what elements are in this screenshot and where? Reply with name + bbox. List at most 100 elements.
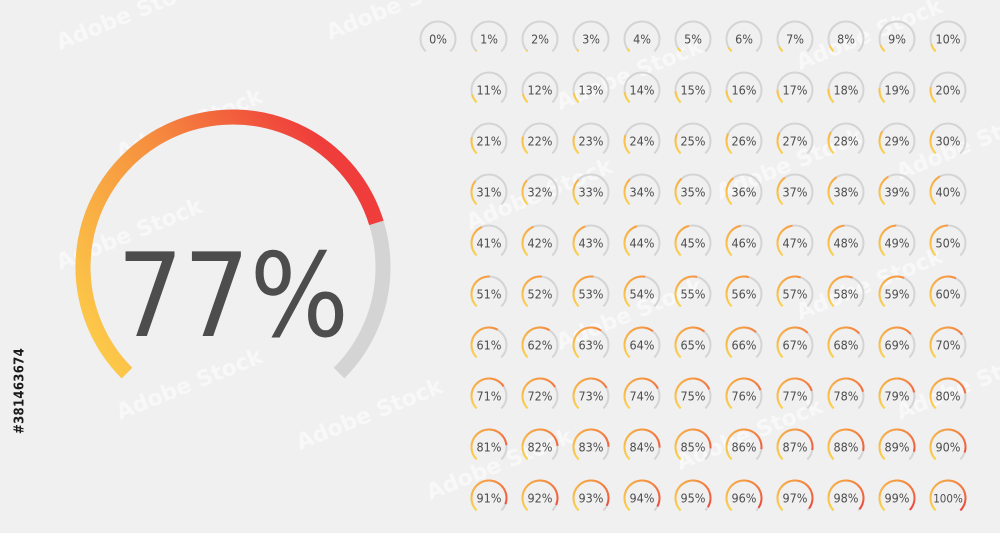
small-gauge-fill — [803, 431, 807, 435]
small-gauge-fill — [575, 353, 579, 357]
small-gauge-fill — [953, 378, 957, 382]
big-gauge-label: 77% — [117, 229, 349, 364]
small-gauge-fill — [626, 180, 630, 184]
small-gauge-fill — [478, 277, 482, 281]
small-gauge-fill — [930, 336, 934, 340]
small-gauge-fill — [829, 352, 833, 356]
small-gauge-label: 54% — [630, 287, 655, 302]
small-gauge-fill — [579, 278, 583, 282]
small-gauge-fill — [779, 353, 783, 357]
small-gauge-fill — [839, 276, 842, 279]
small-gauge-fill — [932, 404, 936, 408]
small-gauge-fill — [700, 481, 704, 485]
small-gauge-fill — [575, 506, 579, 510]
small-gauge-fill — [624, 489, 628, 493]
small-gauge-label: 9% — [888, 32, 906, 47]
small-gauge-fill — [930, 134, 933, 137]
small-gauge-fill — [780, 178, 784, 182]
small-gauge-fill — [703, 483, 707, 487]
small-gauge-fill — [493, 429, 496, 432]
small-gauge-fill — [525, 304, 529, 308]
small-gauge-fill — [727, 97, 731, 101]
small-gauge-fill — [626, 251, 630, 255]
small-gauge-fill — [828, 95, 832, 99]
small-gauge-fill — [473, 302, 477, 306]
small-gauge-fill — [828, 234, 832, 238]
small-gauge-fill — [786, 480, 790, 484]
small-gauge-fill — [726, 134, 729, 137]
small-gauge-fill — [860, 503, 864, 507]
small-gauge-fill — [857, 484, 861, 488]
small-gauge-fill — [675, 338, 678, 341]
small-gauge-fill — [728, 435, 732, 439]
small-gauge-fill — [931, 181, 935, 185]
small-gauge-fill — [522, 489, 526, 493]
small-gauge: 83% — [572, 428, 610, 461]
small-gauge-fill — [931, 283, 935, 287]
small-gauge-fill — [647, 429, 651, 433]
small-gauge-fill — [728, 353, 732, 357]
small-gauge-fill — [907, 483, 911, 487]
small-gauge-fill — [727, 505, 731, 509]
small-gauge-fill — [735, 327, 739, 331]
small-gauge-fill — [472, 181, 476, 185]
small-gauge-fill — [472, 454, 476, 458]
small-gauge-fill — [890, 429, 893, 432]
small-gauge-fill — [726, 248, 730, 252]
small-gauge-fill — [930, 349, 933, 352]
small-gauge-fill — [471, 248, 475, 252]
small-gauge-fill — [525, 253, 529, 257]
small-gauge-fill — [681, 227, 685, 231]
small-gauge: 15% — [674, 71, 712, 104]
small-gauge-fill — [830, 404, 834, 408]
small-gauge-fill — [576, 280, 580, 284]
small-gauge-fill — [960, 384, 964, 388]
small-gauge-fill — [700, 328, 704, 332]
small-gauge-fill — [933, 508, 937, 512]
small-gauge: 68% — [827, 326, 865, 359]
small-gauge-fill — [577, 483, 581, 487]
small-gauge-fill — [522, 387, 526, 391]
small-gauge-fill — [934, 330, 938, 334]
small-gauge-fill — [879, 400, 882, 403]
small-gauge-fill — [956, 380, 960, 384]
small-gauge-fill — [678, 49, 682, 53]
small-gauge-fill — [932, 506, 936, 510]
small-gauge-fill — [523, 232, 527, 236]
small-gauge-fill — [677, 200, 681, 204]
small-gauge-fill — [580, 328, 584, 332]
small-gauge-fill — [779, 435, 783, 439]
small-gauge-label: 46% — [732, 236, 757, 251]
small-gauge-fill — [686, 480, 689, 483]
small-gauge-fill — [473, 200, 477, 204]
small-gauge-fill — [777, 183, 781, 187]
small-gauge-fill — [678, 484, 682, 488]
small-gauge-fill — [630, 227, 634, 231]
small-gauge-fill — [627, 49, 631, 53]
small-gauge: 12% — [521, 71, 559, 104]
small-gauge-fill — [879, 145, 882, 148]
small-gauge-fill — [471, 298, 474, 301]
small-gauge-fill — [625, 352, 629, 356]
small-gauge-fill — [494, 378, 498, 382]
small-gauge-fill — [931, 454, 935, 458]
small-gauge-fill — [596, 327, 600, 331]
small-gauge-fill — [729, 406, 733, 410]
small-gauge-fill — [932, 486, 936, 490]
small-gauge-fill — [472, 97, 476, 101]
small-gauge-label: 15% — [681, 83, 706, 98]
small-gauge-fill — [941, 480, 944, 483]
small-gauge-fill — [678, 253, 682, 257]
small-gauge-fill — [575, 200, 579, 204]
small-gauge-fill — [675, 440, 678, 443]
small-gauge-fill — [930, 183, 934, 187]
small-gauge-fill — [890, 378, 893, 381]
small-gauge-fill — [780, 406, 784, 410]
small-gauge-fill — [525, 151, 529, 155]
small-gauge-fill — [930, 401, 934, 405]
small-gauge-fill — [879, 248, 883, 252]
small-gauge-fill — [788, 225, 791, 228]
small-gauge-fill — [961, 436, 965, 440]
small-gauge-fill — [531, 276, 535, 280]
small-gauge-fill — [861, 502, 864, 505]
